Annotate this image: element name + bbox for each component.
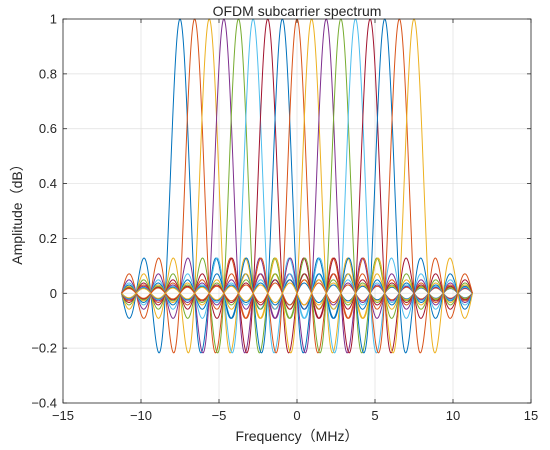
x-tick-label: −5 bbox=[212, 408, 227, 423]
y-tick-label: 0.2 bbox=[39, 231, 57, 246]
y-tick-label: 0.6 bbox=[39, 121, 57, 136]
y-tick-label: 0.8 bbox=[39, 66, 57, 81]
x-tick-label: 15 bbox=[524, 408, 538, 423]
x-tick-label: −10 bbox=[130, 408, 152, 423]
chart-title: OFDM subcarrier spectrum bbox=[213, 3, 382, 19]
y-tick-label: 0 bbox=[50, 286, 57, 301]
x-axis-label: Frequency（MHz） bbox=[236, 428, 359, 444]
x-tick-label: 10 bbox=[446, 408, 460, 423]
y-tick-label: 1 bbox=[50, 12, 57, 27]
x-tick-label: −15 bbox=[52, 408, 74, 423]
ticks: −15 −10 −5 0 5 10 15 −0.4 −0.2 0 0.2 0.4 0.6 0.8 1 bbox=[31, 12, 538, 424]
y-tick-label: 0.4 bbox=[39, 176, 57, 191]
y-axis-label: Amplitude（dB） bbox=[9, 157, 25, 264]
y-tick-label: −0.4 bbox=[31, 396, 57, 411]
x-tick-label: 5 bbox=[371, 408, 378, 423]
y-tick-label: −0.2 bbox=[31, 341, 57, 356]
x-tick-label: 0 bbox=[293, 408, 300, 423]
